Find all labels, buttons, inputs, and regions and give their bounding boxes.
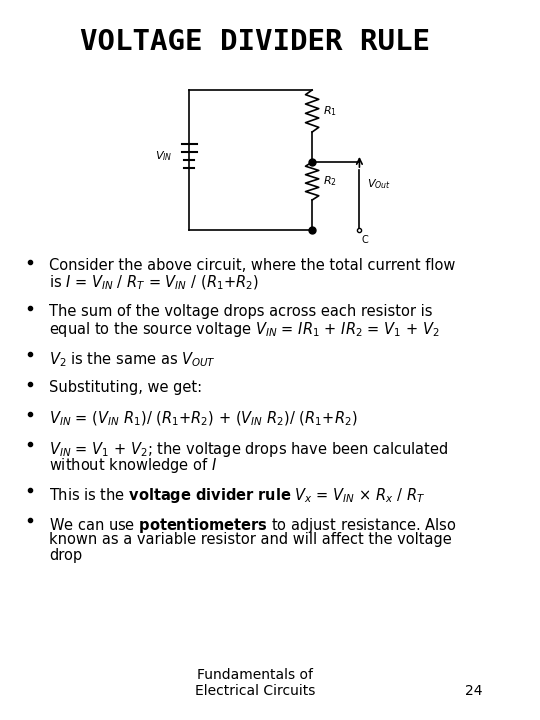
Text: $V_{IN}$ = ($V_{IN}$ $R_1$)/ ($R_1$+$R_2$) + ($V_{IN}$ $R_2$)/ ($R_1$+$R_2$): $V_{IN}$ = ($V_{IN}$ $R_1$)/ ($R_1$+$R_2… <box>49 410 357 428</box>
Text: $V_{IN}$ = $V_1$ + $V_2$; the voltage drops have been calculated: $V_{IN}$ = $V_1$ + $V_2$; the voltage dr… <box>49 440 448 459</box>
Text: is $I$ = $V_{IN}$ / $R_T$ = $V_{IN}$ / ($R_1$+$R_2$): is $I$ = $V_{IN}$ / $R_T$ = $V_{IN}$ / (… <box>49 274 259 292</box>
Text: VOLTAGE DIVIDER RULE: VOLTAGE DIVIDER RULE <box>80 28 430 56</box>
Text: The sum of the voltage drops across each resistor is: The sum of the voltage drops across each… <box>49 304 433 319</box>
Text: We can use $\bf{potentiometers}$ to adjust resistance. Also: We can use $\bf{potentiometers}$ to adju… <box>49 516 457 535</box>
Text: $R_1$: $R_1$ <box>323 104 338 118</box>
Text: Substituting, we get:: Substituting, we get: <box>49 380 202 395</box>
Text: without knowledge of $I$: without knowledge of $I$ <box>49 456 218 475</box>
Text: $V_{IN}$: $V_{IN}$ <box>154 149 172 163</box>
Text: Fundamentals of
Electrical Circuits: Fundamentals of Electrical Circuits <box>195 668 315 698</box>
Text: drop: drop <box>49 548 82 563</box>
Text: 24: 24 <box>465 684 482 698</box>
Text: Consider the above circuit, where the total current flow: Consider the above circuit, where the to… <box>49 258 456 273</box>
Text: $V_2$ is the same as $V_{OUT}$: $V_2$ is the same as $V_{OUT}$ <box>49 350 216 369</box>
Text: equal to the source voltage $V_{IN}$ = $IR_1$ + $IR_2$ = $V_1$ + $V_2$: equal to the source voltage $V_{IN}$ = $… <box>49 320 440 339</box>
Text: $R_2$: $R_2$ <box>323 174 338 188</box>
Text: C: C <box>361 235 368 245</box>
Text: known as a variable resistor and will affect the voltage: known as a variable resistor and will af… <box>49 532 452 547</box>
Text: This is the $\bf{voltage\ divider\ rule}$ $V_x$ = $V_{IN}$ × $R_x$ / $R_T$: This is the $\bf{voltage\ divider\ rule}… <box>49 486 426 505</box>
Text: $V_{Out}$: $V_{Out}$ <box>367 177 391 191</box>
